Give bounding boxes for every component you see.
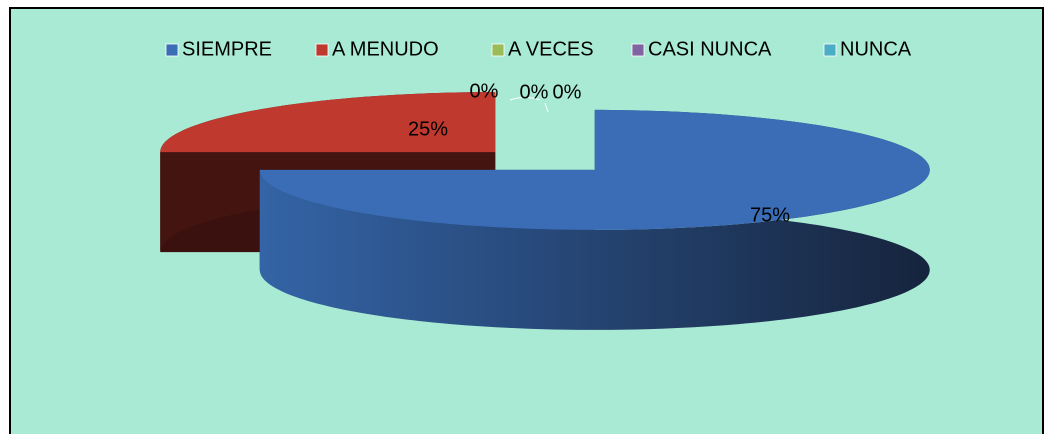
data-label: 0% bbox=[553, 81, 582, 103]
legend-label: SIEMPRE bbox=[182, 38, 272, 60]
slice bbox=[160, 92, 496, 153]
leader-line bbox=[509, 97, 549, 113]
data-label: 25% bbox=[408, 118, 448, 140]
legend-label: A MENUDO bbox=[332, 38, 439, 60]
legend-swatch bbox=[165, 43, 179, 57]
legend-label: CASI NUNCA bbox=[648, 38, 772, 60]
legend-label: A VECES bbox=[508, 38, 594, 60]
legend-swatch bbox=[315, 43, 329, 57]
data-label: 0% bbox=[470, 80, 499, 102]
data-label: 75% bbox=[750, 204, 790, 226]
slice bbox=[259, 109, 930, 230]
data-label: 0% bbox=[520, 81, 549, 103]
legend-swatch bbox=[491, 43, 505, 57]
legend-label: NUNCA bbox=[840, 38, 912, 60]
legend-swatch bbox=[631, 43, 645, 57]
legend-swatch bbox=[823, 43, 837, 57]
